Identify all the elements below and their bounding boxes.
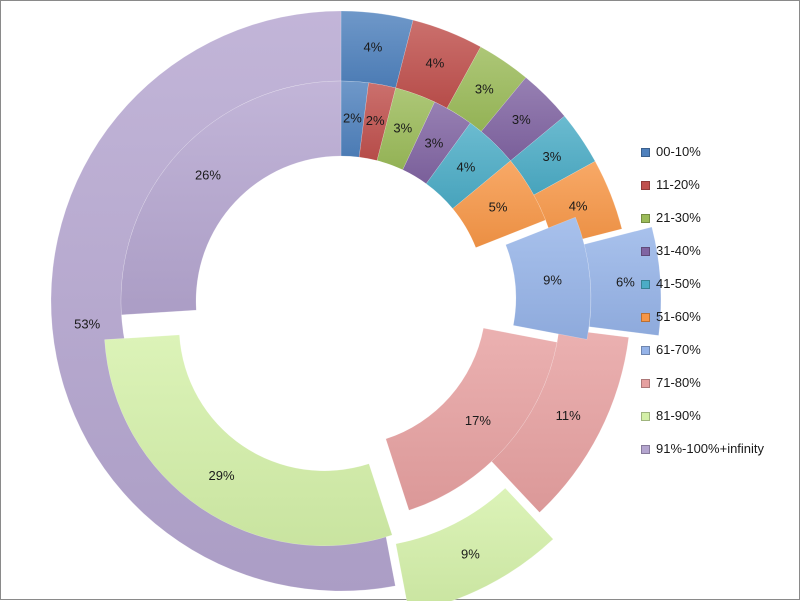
inner-slice-31-40% — [402, 101, 471, 185]
inner-label-21-30%: 3% — [393, 121, 412, 136]
legend-swatch — [641, 412, 650, 421]
inner-slice-71-80% — [385, 327, 558, 511]
outer-label-91%-100%+infinity: 53% — [74, 316, 100, 331]
legend-item-41-50%: 41-50% — [641, 276, 791, 309]
outer-ring — [50, 10, 662, 601]
outer-label-81-90%: 9% — [461, 546, 480, 561]
legend-swatch — [641, 313, 650, 322]
legend-item-91%-100%+infinity: 91%-100%+infinity — [641, 441, 791, 474]
legend-item-31-40%: 31-40% — [641, 243, 791, 276]
inner-label-31-40%: 3% — [425, 135, 444, 150]
outer-label-21-30%: 3% — [475, 82, 494, 97]
legend-item-61-70%: 61-70% — [641, 342, 791, 375]
inner-slice-00-10% — [340, 80, 369, 158]
legend-swatch — [641, 445, 650, 454]
inner-slice-21-30% — [376, 87, 436, 171]
legend-label: 21-30% — [656, 210, 701, 225]
legend-item-71-80%: 71-80% — [641, 375, 791, 408]
legend-swatch — [641, 346, 650, 355]
inner-label-61-70%: 9% — [543, 272, 562, 287]
legend-swatch — [641, 280, 650, 289]
legend-item-21-30%: 21-30% — [641, 210, 791, 243]
legend: 00-10% 11-20% 21-30% 31-40% 41-50% 51-60% 61-7… — [641, 144, 791, 474]
legend-label: 51-60% — [656, 309, 701, 324]
inner-label-11-20%: 2% — [366, 113, 385, 128]
inner-slice-91%-100%+infinity — [120, 80, 342, 316]
inner-label-00-10%: 2% — [343, 110, 362, 125]
inner-slice-51-60% — [452, 160, 546, 248]
outer-label-00-10%: 4% — [364, 39, 383, 54]
inner-label-41-50%: 4% — [457, 159, 476, 174]
inner-ring — [104, 80, 592, 547]
inner-label-81-90%: 29% — [209, 468, 235, 483]
legend-swatch — [641, 214, 650, 223]
legend-item-81-90%: 81-90% — [641, 408, 791, 441]
legend-item-00-10%: 00-10% — [641, 144, 791, 177]
outer-label-71-80%: 11% — [556, 408, 581, 423]
data-labels: 2% 2% 3% 3% 4% 5% 9% 17% 29% 26% 4% 4% 3% 3% 3% 4% 6% 11%… — [74, 39, 635, 561]
legend-swatch — [641, 148, 650, 157]
outer-label-11-20%: 4% — [425, 55, 444, 70]
legend-label: 41-50% — [656, 276, 701, 291]
legend-label: 61-70% — [656, 342, 701, 357]
inner-label-51-60%: 5% — [489, 200, 508, 215]
inner-slice-61-70% — [505, 216, 592, 340]
inner-slice-81-90% — [104, 334, 393, 547]
legend-swatch — [641, 379, 650, 388]
legend-item-51-60%: 51-60% — [641, 309, 791, 342]
legend-swatch — [641, 247, 650, 256]
legend-swatch — [641, 181, 650, 190]
inner-label-71-80%: 17% — [465, 413, 491, 428]
legend-label: 71-80% — [656, 375, 701, 390]
outer-label-51-60%: 4% — [569, 199, 588, 214]
legend-item-11-20%: 11-20% — [641, 177, 791, 210]
legend-label: 31-40% — [656, 243, 701, 258]
legend-label: 00-10% — [656, 144, 701, 159]
outer-label-41-50%: 3% — [543, 149, 562, 164]
outer-label-61-70%: 6% — [616, 275, 635, 290]
inner-label-91%-100%+infinity: 26% — [195, 168, 221, 183]
legend-label: 81-90% — [656, 408, 701, 423]
inner-slice-11-20% — [358, 82, 397, 161]
outer-slice-81-90% — [395, 487, 554, 601]
legend-label: 91%-100%+infinity — [656, 441, 765, 456]
outer-label-31-40%: 3% — [512, 112, 531, 127]
legend-label: 11-20% — [656, 177, 700, 192]
